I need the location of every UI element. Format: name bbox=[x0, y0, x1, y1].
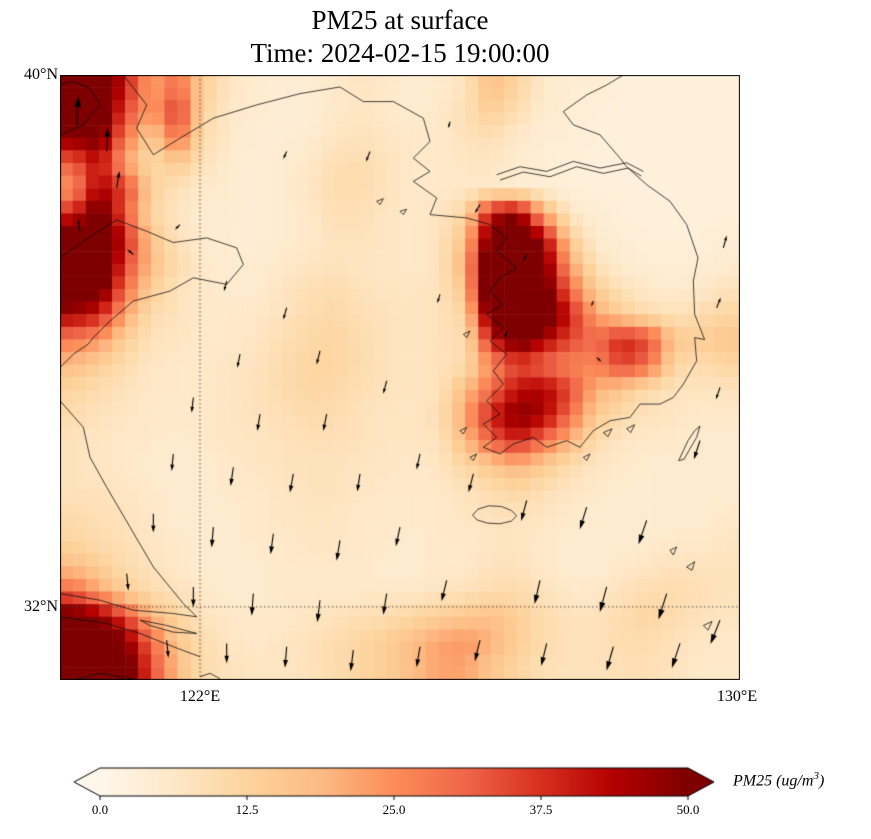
lon-label-122e: 122°E bbox=[179, 688, 221, 705]
colorbar-label-superscript: 3 bbox=[813, 770, 819, 782]
colorbar-tick-0: 0.0 bbox=[91, 802, 109, 817]
figure-subtitle-time: Time: 2024-02-15 19:00:00 bbox=[250, 38, 550, 68]
pm25-map-canvas bbox=[60, 75, 740, 680]
lat-label-32n: 32°N bbox=[24, 598, 58, 615]
colorbar bbox=[60, 762, 740, 806]
colorbar-label-prefix: PM25 (ug/m bbox=[733, 772, 814, 790]
colorbar-tick-1: 12.5 bbox=[235, 802, 259, 817]
colorbar-tick-4: 50.0 bbox=[676, 802, 700, 817]
colorbar-tick-2: 25.0 bbox=[382, 802, 406, 817]
colorbar-label: PM25 (ug/m3) bbox=[733, 770, 824, 790]
page-title: PM25 at surface bbox=[311, 5, 489, 35]
colorbar-label-suffix: ) bbox=[818, 772, 825, 790]
lat-label-40n: 40°N bbox=[24, 66, 58, 83]
lon-label-130e: 130°E bbox=[716, 688, 758, 705]
colorbar-tick-3: 37.5 bbox=[529, 802, 553, 817]
